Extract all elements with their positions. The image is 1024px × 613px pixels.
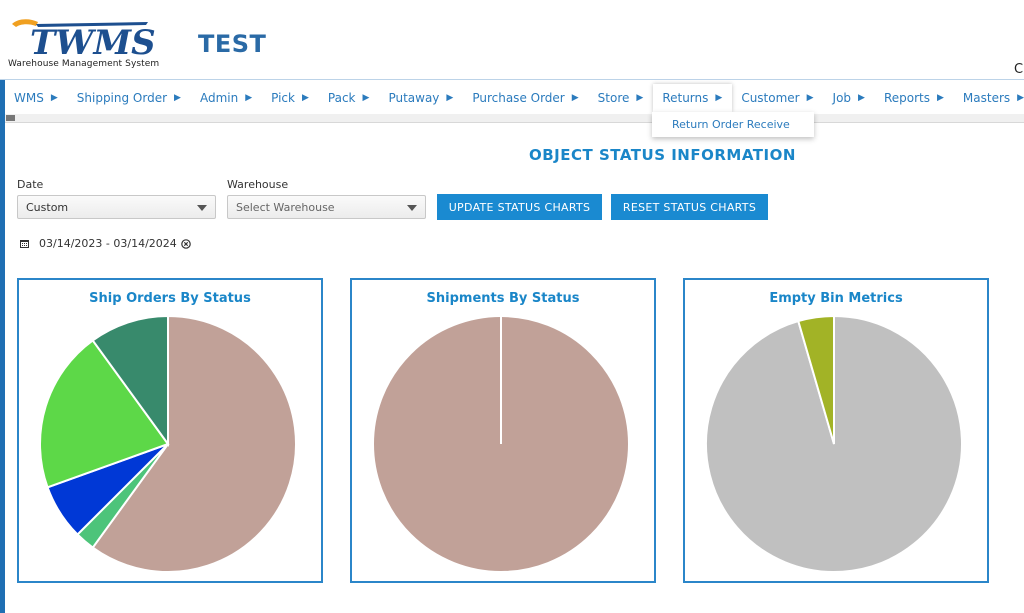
- chevron-right-icon: ▶: [446, 93, 454, 103]
- nav-item-label: Store: [597, 91, 630, 105]
- update-status-charts-button[interactable]: UPDATE STATUS CHARTS: [437, 194, 602, 220]
- chevron-right-icon: ▶: [50, 93, 58, 103]
- chevron-right-icon: ▶: [301, 93, 309, 103]
- nav-item-wms[interactable]: WMS ▶: [5, 84, 68, 112]
- date-label: Date: [17, 178, 44, 191]
- pie-slice[interactable]: [797, 314, 835, 445]
- ship-orders-pie-chart: [39, 314, 297, 573]
- chevron-down-icon: [407, 205, 417, 211]
- nav-item-label: Purchase Order: [472, 91, 565, 105]
- nav-item-reports[interactable]: Reports ▶: [875, 84, 954, 112]
- nav-item-label: Shipping Order: [76, 91, 168, 105]
- app-title: TEST: [198, 30, 267, 58]
- nav-item-label: Reports: [883, 91, 930, 105]
- chevron-right-icon: ▶: [806, 93, 814, 103]
- pie-slice[interactable]: [39, 339, 170, 489]
- chart-panel-empty-bin: Empty Bin Metrics: [683, 278, 989, 583]
- nav-item-store[interactable]: Store ▶: [589, 84, 654, 112]
- chart-panel-ship-orders: Ship Orders By Status: [17, 278, 323, 583]
- nav-item-returns[interactable]: Returns ▶: [653, 84, 733, 112]
- header-edge-text: C: [1014, 62, 1024, 77]
- header-divider: [0, 79, 1024, 80]
- nav-item-label: Pick: [271, 91, 295, 105]
- nav-item-label: Putaway: [388, 91, 440, 105]
- warehouse-select-placeholder: Select Warehouse: [236, 201, 335, 214]
- logo-subtitle: Warehouse Management System: [8, 59, 160, 69]
- chevron-right-icon: ▶: [174, 93, 181, 103]
- nav-item-pick[interactable]: Pick ▶: [262, 84, 319, 112]
- pie-slice[interactable]: [91, 314, 297, 573]
- main-nav: WMS ▶ Shipping Order ▶ Admin ▶ Pick ▶ Pack ▶ Putaw…: [5, 84, 1024, 112]
- header: TWMS Warehouse Management System TEST C: [0, 0, 1024, 80]
- nav-scrollbar-thumb[interactable]: [6, 115, 15, 121]
- chevron-right-icon: ▶: [1017, 93, 1024, 103]
- chevron-right-icon: ▶: [936, 93, 944, 103]
- warehouse-label: Warehouse: [227, 178, 289, 191]
- nav-item-label: Job: [832, 91, 852, 105]
- nav-item-purchase-order[interactable]: Purchase Order ▶: [463, 84, 588, 112]
- date-select[interactable]: Custom: [17, 195, 216, 219]
- chevron-right-icon: ▶: [571, 93, 579, 103]
- nav-item-job[interactable]: Job ▶: [824, 84, 875, 112]
- chevron-right-icon: ▶: [636, 93, 644, 103]
- chart-title: Shipments By Status: [426, 291, 580, 306]
- nav-item-label: Masters: [962, 91, 1011, 105]
- nav-item-label: Customer: [741, 91, 800, 105]
- chart-title: Empty Bin Metrics: [769, 291, 903, 306]
- chart-panel-shipments: Shipments By Status: [350, 278, 656, 583]
- nav-item-label: WMS: [14, 91, 44, 105]
- chevron-right-icon: ▶: [715, 93, 723, 103]
- chevron-down-icon: [197, 205, 207, 211]
- page-title: OBJECT STATUS INFORMATION: [529, 146, 796, 164]
- twms-logo: TWMS: [12, 19, 156, 63]
- warehouse-select[interactable]: Select Warehouse: [227, 195, 426, 219]
- nav-scrollbar[interactable]: [5, 114, 1024, 123]
- date-range-text: 03/14/2023 - 03/14/2024: [39, 237, 177, 250]
- chart-title: Ship Orders By Status: [89, 291, 251, 306]
- left-accent-strip: [0, 80, 5, 613]
- nav-item-shipping-order[interactable]: Shipping Order ▶: [68, 84, 191, 112]
- nav-item-pack[interactable]: Pack ▶: [319, 84, 380, 112]
- shipments-pie-chart: [372, 315, 630, 573]
- empty-bin-pie-chart: [705, 314, 963, 573]
- nav-item-admin[interactable]: Admin ▶: [191, 84, 262, 112]
- returns-dropdown-menu: Return Order Receive: [652, 112, 814, 137]
- menu-item-return-order-receive[interactable]: Return Order Receive: [672, 118, 790, 131]
- reset-status-charts-button[interactable]: RESET STATUS CHARTS: [611, 194, 768, 220]
- nav-item-putaway[interactable]: Putaway ▶: [379, 84, 463, 112]
- nav-item-label: Returns: [662, 91, 709, 105]
- svg-text:TWMS: TWMS: [30, 23, 156, 63]
- date-range-display: 03/14/2023 - 03/14/2024: [20, 237, 191, 250]
- chevron-right-icon: ▶: [362, 93, 370, 103]
- calendar-icon: [20, 240, 29, 248]
- pie-slice[interactable]: [91, 314, 169, 448]
- nav-item-label: Admin: [199, 91, 239, 105]
- chevron-right-icon: ▶: [858, 93, 865, 103]
- chevron-right-icon: ▶: [245, 93, 253, 103]
- nav-item-label: Pack: [327, 91, 356, 105]
- nav-item-customer[interactable]: Customer ▶: [732, 84, 823, 112]
- nav-item-masters[interactable]: Masters ▶: [954, 84, 1024, 112]
- date-select-value: Custom: [26, 201, 69, 214]
- clear-date-icon[interactable]: [180, 238, 191, 249]
